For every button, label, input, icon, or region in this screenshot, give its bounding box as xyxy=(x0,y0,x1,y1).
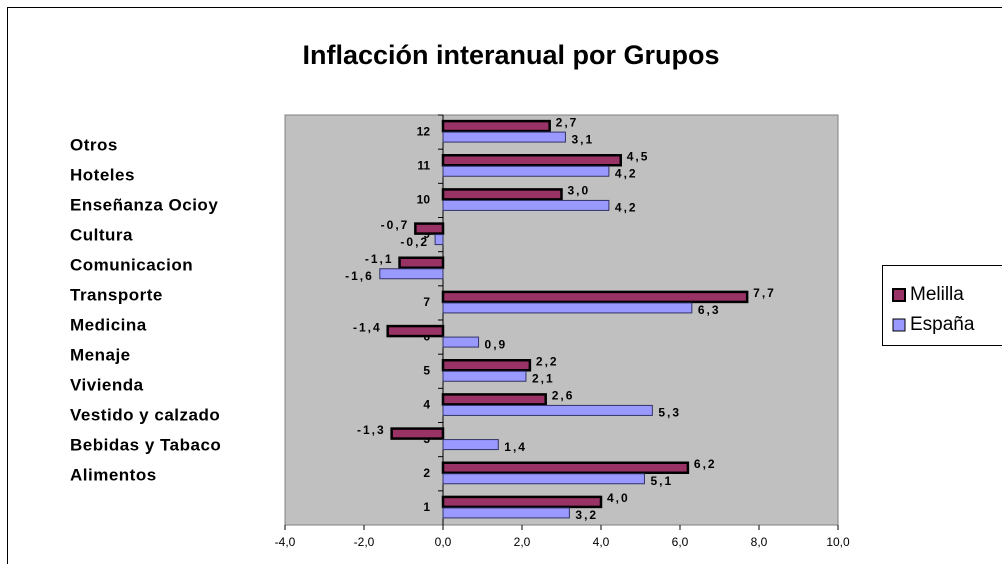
value-label: 0,9 xyxy=(485,337,508,351)
bar xyxy=(390,427,445,440)
bar xyxy=(441,188,563,201)
value-label: -1,3 xyxy=(357,423,386,437)
value-label: 6,2 xyxy=(694,457,717,471)
group-label: Vivienda xyxy=(70,375,144,394)
plot-area xyxy=(284,114,839,526)
x-tick-label: 4,0 xyxy=(593,535,610,549)
group-label: Hoteles xyxy=(70,165,135,184)
x-tick-label: 6,0 xyxy=(672,535,689,549)
bar xyxy=(398,256,445,269)
group-label: Bebidas y Tabaco xyxy=(70,435,221,454)
value-label: 1,4 xyxy=(504,440,527,454)
value-label: 5,1 xyxy=(650,474,673,488)
value-label: -1,4 xyxy=(353,320,382,334)
bar xyxy=(442,165,610,177)
y-tick-label: 10 xyxy=(417,193,431,207)
bar xyxy=(442,199,610,211)
bar xyxy=(434,234,444,246)
bar xyxy=(441,154,622,167)
legend-label: Melilla xyxy=(910,284,964,305)
y-tick-label: 1 xyxy=(423,500,430,514)
value-label: 2,2 xyxy=(536,354,559,368)
value-label: 2,7 xyxy=(556,115,579,129)
bar xyxy=(414,222,445,235)
bar xyxy=(442,439,499,451)
y-tick-label: 11 xyxy=(417,158,430,172)
group-label: Comunicacion xyxy=(70,255,193,274)
value-label: 4,2 xyxy=(615,166,638,180)
y-tick-label: 7 xyxy=(423,295,430,309)
value-label: -1,6 xyxy=(345,269,374,283)
group-label: Menaje xyxy=(70,345,131,364)
value-label: 2,1 xyxy=(532,371,555,385)
y-tick-label: 4 xyxy=(423,398,430,412)
x-tick-label: 10,0 xyxy=(826,535,850,549)
bar xyxy=(442,404,653,416)
bar xyxy=(441,393,547,406)
legend-box xyxy=(882,265,1002,346)
bar xyxy=(386,324,445,338)
value-label: -1,1 xyxy=(365,252,394,266)
legend-swatch xyxy=(892,318,906,332)
group-label: Transporte xyxy=(70,285,163,304)
bar xyxy=(441,290,749,304)
bar xyxy=(442,131,566,143)
bar xyxy=(441,359,532,372)
group-label: Medicina xyxy=(70,315,147,334)
value-label: 7,7 xyxy=(753,286,776,300)
value-label: 5,3 xyxy=(658,406,681,420)
value-label: 4,0 xyxy=(607,491,630,505)
value-label: -0,2 xyxy=(400,235,429,249)
x-tick-label: 2,0 xyxy=(514,535,531,549)
value-label: 3,2 xyxy=(575,508,598,522)
group-label: Cultura xyxy=(70,225,133,244)
group-label: Vestido y calzado xyxy=(70,405,220,424)
y-tick-label: 12 xyxy=(417,124,431,138)
x-tick-label: 8,0 xyxy=(751,535,768,549)
group-label: Alimentos xyxy=(70,465,157,484)
bar xyxy=(442,370,527,382)
chart-title: Inflacción interanual por Grupos xyxy=(302,40,719,70)
legend-label: España xyxy=(910,314,975,335)
bar xyxy=(441,495,603,509)
x-tick-label: -4,0 xyxy=(275,535,296,549)
value-label: 2,6 xyxy=(552,389,575,403)
y-tick-label: 2 xyxy=(423,466,430,480)
x-tick-label: -2,0 xyxy=(354,535,375,549)
legend-swatch xyxy=(892,288,906,302)
group-label: Otros xyxy=(70,135,118,154)
group-label: Enseñanza Ocioy xyxy=(70,195,218,214)
value-label: 6,3 xyxy=(698,303,721,317)
value-label: 3,0 xyxy=(568,184,591,198)
y-tick-label: 5 xyxy=(423,363,430,377)
value-label: -0,7 xyxy=(381,218,410,232)
bar xyxy=(379,268,444,280)
bar xyxy=(442,473,645,485)
bar xyxy=(441,461,690,474)
bar xyxy=(442,507,570,519)
bar xyxy=(442,302,693,314)
x-tick-label: 0,0 xyxy=(435,535,452,549)
bar xyxy=(441,119,551,133)
value-label: 4,2 xyxy=(615,201,638,215)
value-label: 3,1 xyxy=(571,132,594,146)
value-label: 4,5 xyxy=(627,149,650,163)
bar xyxy=(442,336,480,348)
